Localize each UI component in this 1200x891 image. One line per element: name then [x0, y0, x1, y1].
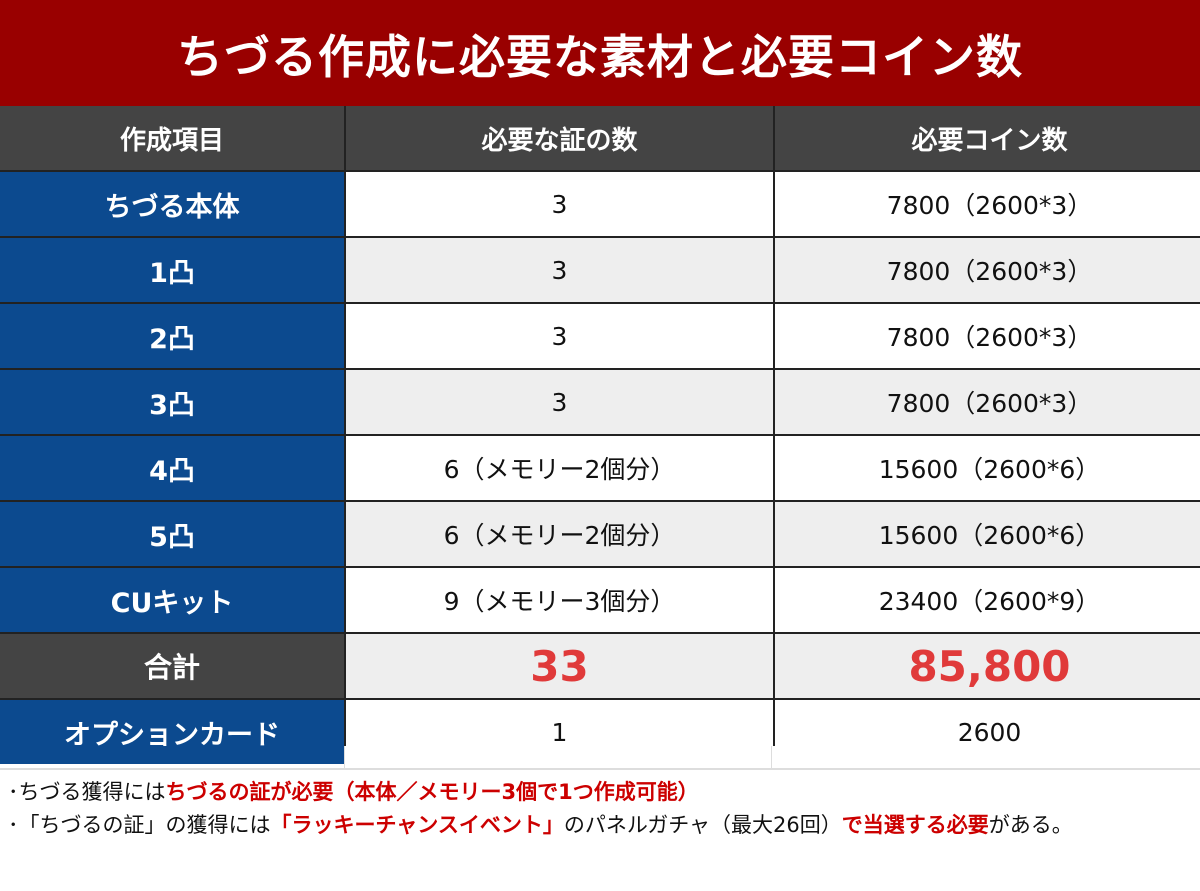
row-proofs: 3	[346, 172, 773, 236]
row-coins: 23400（2600*9）	[775, 568, 1200, 632]
row-proofs: 3	[346, 304, 773, 368]
note-line-1: ･ちづる獲得にはちづるの証が必要（本体／メモリー3個で1つ作成可能）	[8, 776, 1192, 809]
note-line-2: ･「ちづるの証」の獲得には「ラッキーチャンスイベント」のパネルガチャ（最大26回…	[8, 809, 1192, 842]
row-label: 2凸	[0, 304, 344, 368]
row-label: CUキット	[0, 568, 344, 632]
note-highlight: 「ラッキーチャンスイベント」	[270, 813, 564, 837]
notes: ･ちづる獲得にはちづるの証が必要（本体／メモリー3個で1つ作成可能） ･「ちづる…	[8, 776, 1192, 842]
note-highlight: ちづるの証が必要（本体／メモリー3個で1つ作成可能）	[165, 780, 699, 804]
row-label: 4凸	[0, 436, 344, 500]
row-coins: 7800（2600*3）	[775, 172, 1200, 236]
header-coins: 必要コイン数	[775, 106, 1200, 170]
row-label: ちづる本体	[0, 172, 344, 236]
row-proofs: 9（メモリー3個分）	[346, 568, 773, 632]
row-proofs: 6（メモリー2個分）	[346, 436, 773, 500]
spacer-divider	[771, 746, 772, 770]
page-title: ちづる作成に必要な素材と必要コイン数	[0, 0, 1200, 108]
option-proofs: 1	[346, 700, 773, 764]
cost-table: 作成項目 必要な証の数 必要コイン数 ちづる本体 3 7800（2600*3） …	[0, 106, 1200, 764]
table-spacer-row	[0, 746, 1200, 770]
note-highlight: で当選する必要	[841, 813, 989, 837]
total-label: 合計	[0, 634, 344, 698]
note-text: がある。	[988, 813, 1073, 837]
row-coins: 7800（2600*3）	[775, 238, 1200, 302]
total-proofs: 33	[346, 634, 773, 698]
row-label: 5凸	[0, 502, 344, 566]
row-coins: 7800（2600*3）	[775, 304, 1200, 368]
row-coins: 15600（2600*6）	[775, 436, 1200, 500]
row-proofs: 6（メモリー2個分）	[346, 502, 773, 566]
header-proofs: 必要な証の数	[346, 106, 773, 170]
spacer-divider	[344, 746, 345, 770]
option-label: オプションカード	[0, 700, 344, 764]
row-proofs: 3	[346, 238, 773, 302]
row-coins: 7800（2600*3）	[775, 370, 1200, 434]
row-label: 3凸	[0, 370, 344, 434]
note-text: ･ちづる獲得には	[8, 780, 166, 804]
header-item: 作成項目	[0, 106, 344, 170]
row-coins: 15600（2600*6）	[775, 502, 1200, 566]
note-text: ･「ちづるの証」の獲得には	[8, 813, 271, 837]
option-coins: 2600	[775, 700, 1200, 764]
row-label: 1凸	[0, 238, 344, 302]
total-coins: 85,800	[775, 634, 1200, 698]
note-text: のパネルガチャ（最大26回）	[563, 813, 842, 837]
row-proofs: 3	[346, 370, 773, 434]
